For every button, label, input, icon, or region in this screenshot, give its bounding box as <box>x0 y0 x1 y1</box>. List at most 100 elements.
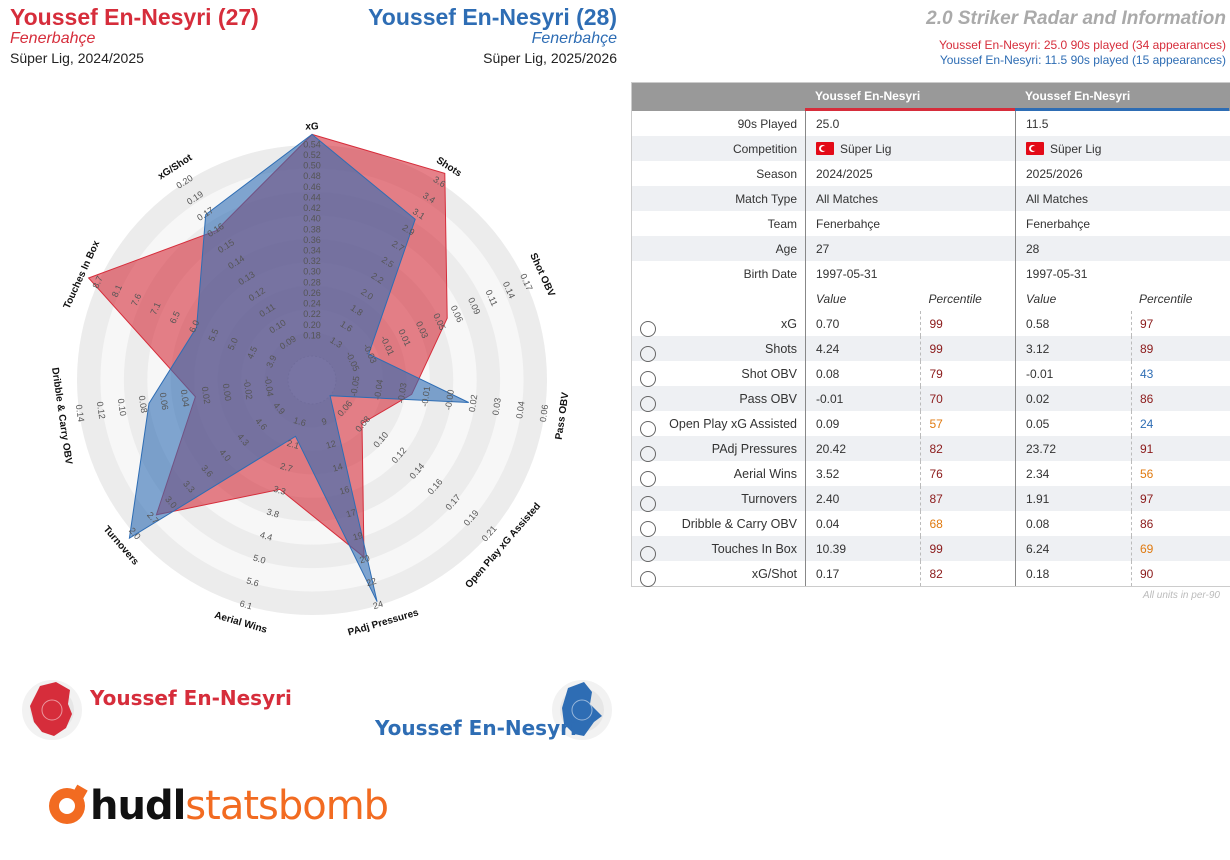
axis-tick-label: 8.7 <box>90 274 104 290</box>
metric-label: xG <box>781 316 797 331</box>
logo-hudl: hudl <box>90 783 186 829</box>
axis-tick-label: 0.14 <box>74 404 86 423</box>
metric-value-p1: 10.39 <box>816 541 847 556</box>
metric-value-p2: 3.12 <box>1026 341 1050 356</box>
info-label: Season <box>756 166 797 181</box>
metric-row: Touches In Box 10.39 99 6.24 69 <box>632 536 1230 562</box>
metric-gauge-icon <box>640 570 656 587</box>
metric-percentile-p2: 69 <box>1131 536 1226 561</box>
axis-tick-label: 7.1 <box>148 301 162 317</box>
metric-value-p1: 3.52 <box>816 466 840 481</box>
metric-value-p2: 0.58 <box>1026 316 1050 331</box>
axis-label: Pass OBV <box>554 391 572 440</box>
axis-tick-label: 0.40 <box>303 214 321 224</box>
metric-percentile-p2: 90 <box>1131 561 1226 586</box>
metric-percentile-p1: 87 <box>920 486 1015 511</box>
axis-tick-label: 0.34 <box>303 245 321 255</box>
metric-label: PAdj Pressures <box>711 441 797 456</box>
info-label: Match Type <box>735 191 797 206</box>
metric-percentile-p1: 99 <box>920 336 1015 361</box>
info-row: Team Fenerbahçe Fenerbahçe <box>632 211 1230 236</box>
metric-row: Pass OBV -0.01 70 0.02 86 <box>632 386 1230 412</box>
axis-tick-label: 0.46 <box>303 182 321 192</box>
axis-tick-label: 0.26 <box>303 288 321 298</box>
axis-tick-label: 0.30 <box>303 267 321 277</box>
table-header: Youssef En-Nesyri Youssef En-Nesyri <box>632 83 1230 111</box>
axis-tick-label: 19 <box>352 530 364 542</box>
axis-tick-label: 0.24 <box>303 299 321 309</box>
info-table: Youssef En-Nesyri Youssef En-Nesyri 90s … <box>631 82 1230 587</box>
axis-tick-label: 22 <box>365 576 377 588</box>
axis-tick-label: 12 <box>325 438 337 450</box>
axis-label: PAdj Pressures <box>347 607 421 638</box>
axis-tick-label: -0.00 <box>443 389 456 411</box>
axis-tick-label: 20 <box>358 553 370 565</box>
player2-team: Fenerbahçe <box>531 30 617 47</box>
metric-percentile-p2: 43 <box>1131 361 1226 386</box>
axis-tick-label: 0.22 <box>303 309 321 319</box>
info-value-p1: Süper Lig <box>805 136 1015 161</box>
axis-tick-label: 0.06 <box>158 392 170 411</box>
value-header: Value <box>816 291 847 306</box>
metric-label: Turnovers <box>741 491 797 506</box>
metric-label: Open Play xG Assisted <box>669 416 797 431</box>
metric-gauge-icon <box>640 520 656 537</box>
percentile-header: Percentile <box>928 291 982 306</box>
metric-percentile-p2: 97 <box>1131 486 1226 511</box>
axis-tick-label: -0.04 <box>263 375 276 397</box>
metric-label: Touches In Box <box>711 541 797 556</box>
metric-value-p2: 1.91 <box>1026 491 1050 506</box>
axis-tick-label: 0.18 <box>303 330 321 340</box>
metric-gauge-icon <box>640 345 656 362</box>
axis-tick-label: 4.4 <box>259 530 274 543</box>
axis-tick-label: 3.9 <box>264 354 278 370</box>
axis-tick-label: 0.03 <box>490 397 502 416</box>
axis-tick-label: -0.04 <box>372 379 385 401</box>
metric-value-p2: -0.01 <box>1026 366 1054 381</box>
metric-label: xG/Shot <box>751 566 797 581</box>
axis-tick-label: 7.6 <box>129 292 143 308</box>
info-label: Team <box>767 216 797 231</box>
info-value-p2: Süper Lig <box>1015 136 1229 161</box>
axis-label: xG <box>305 122 319 133</box>
axis-tick-label: 1.6 <box>292 415 307 428</box>
metric-percentile-p1: 57 <box>920 411 1015 436</box>
axis-tick-label: 5.0 <box>252 553 267 566</box>
axis-tick-label: 0.38 <box>303 224 321 234</box>
metric-row: Open Play xG Assisted 0.09 57 0.05 24 <box>632 411 1230 437</box>
metric-gauge-icon <box>640 370 656 387</box>
metric-percentile-p2: 97 <box>1131 311 1226 336</box>
metric-value-p2: 0.08 <box>1026 516 1050 531</box>
player2-name: Youssef En-Nesyri (28) <box>368 4 617 30</box>
metric-value-p1: 4.24 <box>816 341 840 356</box>
statsbomb-icon <box>49 784 88 824</box>
axis-tick-label: 4.5 <box>245 345 259 361</box>
metric-value-p2: 0.05 <box>1026 416 1050 431</box>
hudl-statsbomb-logo: hudl statsbomb <box>44 783 389 829</box>
metric-percentile-p1: 68 <box>920 511 1015 536</box>
info-row: Season 2024/2025 2025/2026 <box>632 161 1230 186</box>
axis-tick-label: 3.8 <box>265 507 280 520</box>
info-value-p1: 1997-05-31 <box>805 261 1015 286</box>
info-value-p1: Fenerbahçe <box>805 211 1015 236</box>
player1-name: Youssef En-Nesyri (27) <box>10 4 259 30</box>
metric-value-p2: 0.18 <box>1026 566 1050 581</box>
metric-percentile-p1: 82 <box>920 436 1015 461</box>
info-label: Age <box>775 241 797 256</box>
metric-value-p1: -0.01 <box>816 391 844 406</box>
metric-percentile-p2: 24 <box>1131 411 1226 436</box>
metric-percentile-p1: 79 <box>920 361 1015 386</box>
metric-label: Pass OBV <box>739 391 797 406</box>
metric-row: Dribble & Carry OBV 0.04 68 0.08 86 <box>632 511 1230 537</box>
player1-minutes: Youssef En-Nesyri: 25.0 90s played (34 a… <box>938 38 1226 52</box>
axis-tick-label: 0.44 <box>303 192 321 202</box>
logo-statsbomb: statsbomb <box>185 783 389 829</box>
axis-tick-label: 6.0 <box>187 318 201 334</box>
metric-value-p2: 6.24 <box>1026 541 1050 556</box>
metric-percentile-p2: 86 <box>1131 511 1226 536</box>
axis-label: Shot OBV <box>527 251 556 298</box>
axis-tick-label: 9 <box>320 416 328 427</box>
axis-tick-label: 0.52 <box>303 150 321 160</box>
info-label: Birth Date <box>743 266 797 281</box>
metric-label: Aerial Wins <box>733 466 797 481</box>
